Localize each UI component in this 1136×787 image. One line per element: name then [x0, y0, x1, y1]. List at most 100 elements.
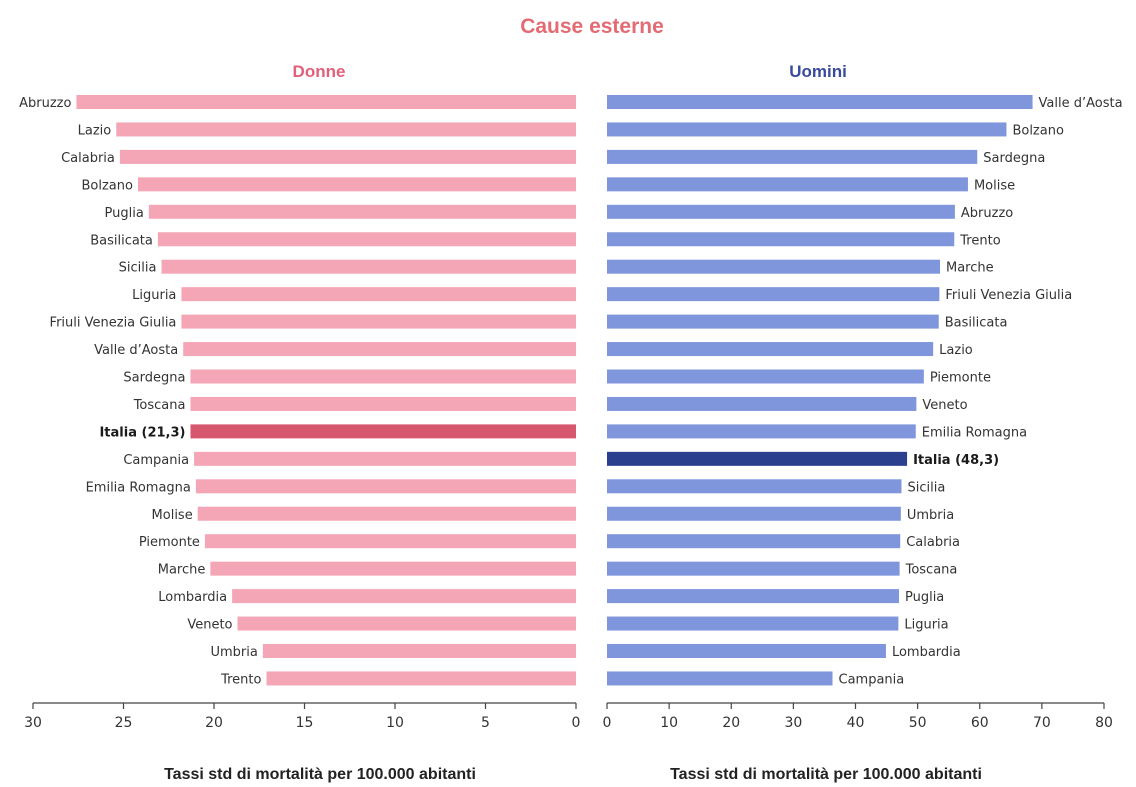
x-tick-label-donne: 20 [205, 715, 223, 731]
x-tick-label-uomini: 80 [1095, 715, 1113, 731]
category-label-donne: Trento [220, 672, 261, 687]
category-label-uomini: Bolzano [1012, 123, 1064, 138]
bar-uomini-4 [607, 204, 955, 219]
bar-donne-4 [148, 204, 576, 219]
category-label-donne: Abruzzo [19, 96, 71, 111]
bar-uomini-10 [607, 369, 924, 384]
category-label-donne: Molise [152, 508, 193, 523]
category-label-donne: Marche [158, 563, 206, 578]
bar-uomini-1 [607, 122, 1007, 137]
category-label-uomini: Piemonte [930, 371, 991, 386]
panel-title-uomini: Uomini [789, 62, 847, 81]
axes: 30 25 20 15 10 5 0 0 10 20 30 40 50 60 70 80 [24, 702, 1113, 731]
category-label-uomini: Marche [946, 261, 994, 276]
x-tick-label-uomini: 0 [603, 715, 612, 731]
bar-uomini-21 [607, 671, 833, 686]
category-label-uomini: Toscana [905, 563, 958, 578]
x-tick-label-uomini: 30 [784, 715, 802, 731]
category-label-donne: Basilicata [90, 233, 153, 248]
bar-uomini-16 [607, 534, 901, 549]
category-label-donne: Toscana [133, 398, 186, 413]
category-label-uomini: Abruzzo [961, 206, 1013, 221]
x-tick-label-uomini: 70 [1033, 715, 1051, 731]
category-label-donne: Lazio [78, 123, 112, 138]
x-tick-label-uomini: 40 [847, 715, 865, 731]
category-label-uomini: Veneto [922, 398, 967, 413]
bar-uomini-20 [607, 644, 886, 658]
x-tick-label-donne: 10 [386, 715, 404, 731]
bar-donne-11 [190, 396, 576, 411]
category-label-uomini: Lombardia [892, 645, 961, 660]
category-label-uomini: Calabria [906, 535, 960, 550]
panel-title-donne: Donne [293, 62, 346, 81]
bar-uomini-5 [607, 232, 955, 247]
bar-uomini-18 [607, 589, 899, 604]
x-tick-label-donne: 15 [296, 715, 314, 731]
bar-uomini-0 [607, 95, 1033, 109]
x-tick-label-uomini: 50 [909, 715, 927, 731]
category-label-uomini: Basilicata [945, 316, 1008, 331]
uomini-bar-group: Valle d’Aosta Bolzano Sardegna Molise Abruzz… [607, 95, 1123, 687]
category-label-donne: Lombardia [158, 590, 227, 605]
bar-uomini-8 [607, 314, 939, 329]
bar-donne-19 [237, 616, 576, 631]
category-label-uomini: Valle d’Aosta [1039, 96, 1123, 111]
bar-donne-18 [232, 589, 576, 604]
category-label-uomini: Liguria [904, 618, 948, 633]
x-axis-label-uomini: Tassi std di mortalità per 100.000 abita… [670, 766, 982, 783]
x-tick-label-uomini: 20 [722, 715, 740, 731]
x-tick-label-donne: 0 [572, 715, 581, 731]
donne-bar-group: Abruzzo Lazio Calabria Bolzano Puglia Basilic… [19, 95, 577, 687]
bar-donne-2 [119, 149, 576, 164]
category-label-donne: Italia (21,3) [99, 425, 185, 440]
bar-uomini-9 [607, 342, 934, 357]
x-tick-label-donne: 30 [24, 715, 42, 731]
bar-donne-0 [76, 95, 576, 109]
category-label-donne: Calabria [61, 151, 115, 166]
bar-uomini-13 [607, 451, 908, 466]
bar-donne-10 [190, 369, 576, 384]
category-label-donne: Campania [123, 453, 189, 468]
category-label-donne: Veneto [187, 618, 232, 633]
bar-uomini-14 [607, 479, 902, 494]
bar-uomini-19 [607, 616, 899, 631]
x-tick-label-uomini: 60 [971, 715, 989, 731]
bar-uomini-17 [607, 561, 900, 576]
category-label-uomini: Trento [959, 233, 1000, 248]
category-label-uomini: Lazio [939, 343, 973, 358]
bar-donne-9 [183, 342, 577, 357]
bar-uomini-11 [607, 396, 917, 411]
bar-donne-7 [181, 287, 577, 302]
category-label-uomini: Puglia [905, 590, 944, 605]
bar-donne-6 [161, 259, 576, 274]
bar-donne-1 [116, 122, 576, 137]
bar-donne-15 [197, 506, 576, 521]
category-label-uomini: Sardegna [983, 151, 1045, 166]
category-label-uomini: Campania [839, 672, 905, 687]
chart-title: Cause esterne [520, 15, 664, 38]
x-tick-label-donne: 5 [481, 715, 490, 731]
x-axis-label-donne: Tassi std di mortalità per 100.000 abita… [164, 766, 476, 783]
x-tick-label-donne: 25 [115, 715, 133, 731]
category-label-donne: Valle d’Aosta [94, 343, 178, 358]
bar-uomini-6 [607, 259, 940, 274]
category-label-uomini: Friuli Venezia Giulia [945, 288, 1072, 303]
category-label-uomini: Sicilia [907, 480, 945, 495]
bar-donne-16 [204, 534, 576, 549]
category-label-donne: Puglia [105, 206, 144, 221]
bar-donne-13 [194, 451, 576, 466]
category-label-uomini: Italia (48,3) [913, 453, 999, 468]
category-label-uomini: Umbria [907, 508, 954, 523]
category-label-donne: Emilia Romagna [86, 480, 191, 495]
category-label-uomini: Molise [974, 178, 1015, 193]
bar-uomini-3 [607, 177, 968, 192]
bar-donne-8 [181, 314, 577, 329]
bar-donne-14 [195, 479, 576, 494]
bar-uomini-12 [607, 424, 916, 439]
bar-donne-5 [157, 232, 576, 247]
bar-uomini-15 [607, 506, 901, 521]
category-label-donne: Bolzano [82, 178, 134, 193]
category-label-donne: Umbria [211, 645, 258, 660]
bar-donne-20 [262, 644, 576, 658]
